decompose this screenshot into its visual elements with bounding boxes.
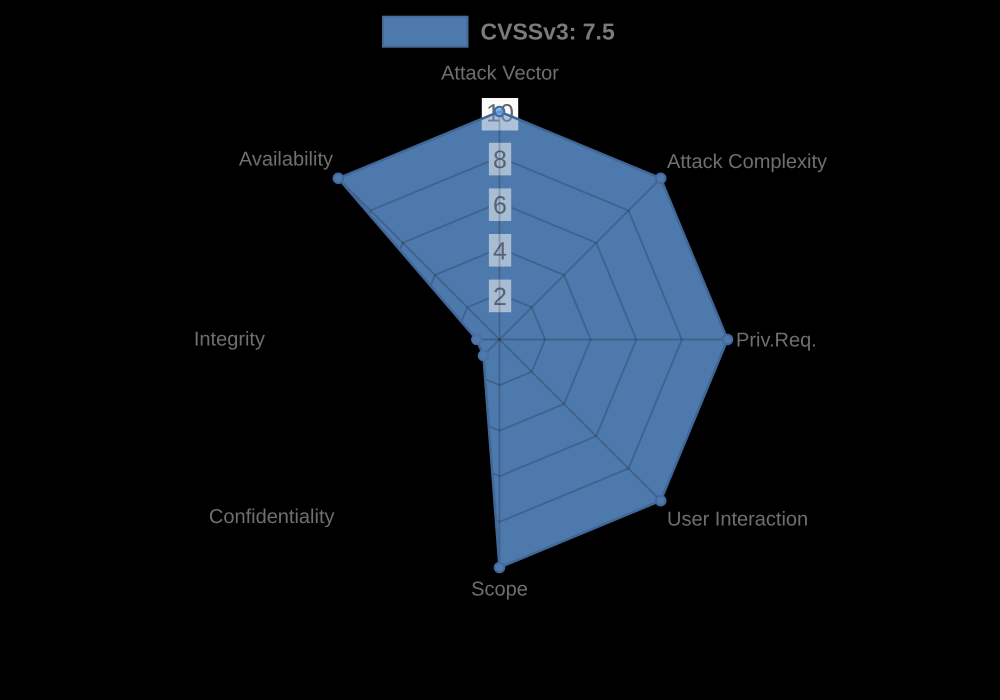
- svg-text:Attack Vector: Attack Vector: [441, 63, 559, 85]
- svg-text:CVSSv3: 7.5: CVSSv3: 7.5: [481, 19, 615, 45]
- svg-text:Priv.Req.: Priv.Req.: [736, 330, 817, 352]
- svg-text:Attack Complexity: Attack Complexity: [667, 151, 827, 173]
- svg-text:Confidentiality: Confidentiality: [209, 506, 335, 528]
- svg-text:6: 6: [493, 192, 507, 220]
- svg-text:User Interaction: User Interaction: [667, 508, 808, 530]
- svg-text:Integrity: Integrity: [194, 329, 265, 351]
- svg-text:2: 2: [493, 283, 507, 311]
- svg-text:8: 8: [493, 146, 507, 174]
- svg-text:Availability: Availability: [239, 149, 333, 171]
- svg-text:Scope: Scope: [471, 579, 528, 601]
- svg-text:4: 4: [493, 237, 507, 265]
